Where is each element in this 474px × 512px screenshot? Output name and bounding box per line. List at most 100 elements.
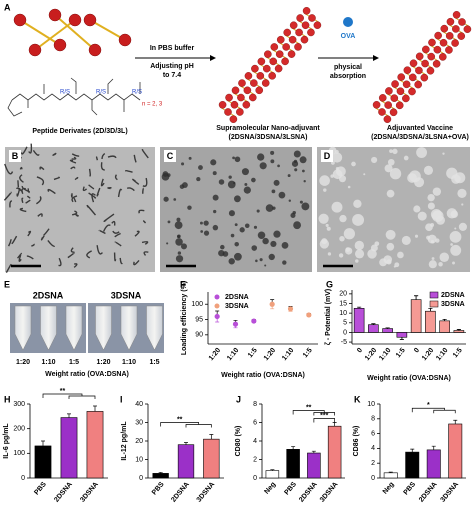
error-bar [270, 469, 275, 471]
tem-fiber [107, 187, 112, 190]
fiber-bead [432, 60, 441, 68]
y-tick-label: 10 [135, 456, 143, 463]
tem-fiber [74, 176, 79, 181]
tem-particle [389, 168, 402, 180]
x-tick-label: 1:5 [452, 347, 464, 359]
tem-fiber [32, 149, 40, 156]
x-tick-label: 0 [413, 347, 421, 355]
tem-fiber [138, 209, 145, 214]
tem-particle [271, 189, 276, 194]
tem-particle [416, 147, 428, 158]
bar [448, 423, 463, 479]
tem-particle [234, 156, 241, 163]
tem-particle [212, 194, 219, 201]
tem-particle [339, 235, 345, 242]
peptide-caption: Peptide Derivates (2D/3D/3L) [32, 128, 127, 135]
fiber-bead [251, 64, 259, 73]
x-tick-label: 1:5 [395, 347, 407, 359]
ratio-label: 1:5 [69, 359, 79, 366]
tem-fiber [19, 207, 27, 213]
tem-particle [253, 225, 258, 229]
bracket [42, 393, 83, 398]
y-tick-label: 4 [371, 445, 375, 452]
panel-label: E [4, 279, 10, 289]
tem-particle [325, 223, 329, 227]
tem-particle [270, 150, 275, 155]
bar [152, 473, 169, 479]
tem-fiber [114, 241, 122, 247]
error-bar [371, 323, 376, 325]
step-text: to 7.4 [163, 72, 181, 79]
tem-particle [387, 158, 395, 166]
tem-fiber [88, 184, 95, 190]
fiber-bead [264, 50, 272, 58]
tem-particle [227, 180, 236, 189]
tem-fiber [141, 241, 149, 245]
tem-particle [339, 214, 347, 223]
tem-particle [293, 221, 302, 230]
tem-particle [278, 191, 286, 199]
tem-fiber [27, 230, 32, 237]
tem-fiber [126, 187, 135, 192]
x-tick-label: 2DSNA [418, 481, 439, 504]
tem-particle [394, 262, 400, 268]
tem-particle [230, 233, 235, 238]
x-tick-label: 3DSNA [440, 481, 461, 504]
tem-particle [442, 152, 445, 155]
fiber-bead [248, 93, 257, 102]
tem-particle [257, 153, 265, 161]
x-tick-label: 1:20 [263, 347, 277, 362]
tem-particle [277, 164, 280, 168]
tem-particle [430, 208, 442, 220]
tem-particle [389, 149, 393, 153]
fiber-bead [415, 52, 424, 61]
tem-fiber [58, 257, 62, 267]
point [232, 321, 239, 327]
tem-particle [392, 148, 398, 155]
tem-particle [384, 164, 393, 173]
error-bar [399, 337, 404, 340]
tem-particle [256, 209, 260, 213]
x-tick-label: PBS [403, 481, 418, 497]
tem-particle [379, 258, 387, 267]
peptide-head [118, 33, 132, 47]
tem-particle [270, 240, 277, 248]
tem-particle [299, 200, 303, 204]
tem-particle [233, 195, 241, 203]
tem-fiber [142, 187, 145, 194]
chart: K 0 2 4 6 8 10 CD86 (%) Neg PBS 2DSNA 3DSNA * [353, 394, 466, 504]
fiber-bead [283, 28, 292, 37]
tem-particle [426, 235, 431, 240]
fiber-bead [414, 80, 422, 89]
tem-fiber [133, 154, 137, 163]
tem-fiber [96, 187, 101, 197]
tem-fiber [70, 247, 75, 253]
ova-text: OVA [341, 33, 356, 40]
tem-particle [299, 156, 307, 164]
tem-particle [177, 234, 181, 239]
tem-fiber [133, 260, 140, 266]
y-axis-label: IL-12 pg/mL [121, 421, 128, 461]
peptide-head [13, 13, 27, 27]
peptide-head [48, 8, 62, 22]
tem-fiber [31, 243, 35, 247]
y-tick-label: 5 [343, 320, 347, 327]
error-bar [428, 307, 433, 312]
tem-fiber [88, 168, 91, 177]
tem-particle [244, 223, 250, 229]
y-tick-label: 20 [135, 438, 143, 445]
tem-particle [386, 259, 392, 265]
x-tick-label: 0 [356, 347, 364, 355]
step-text: In PBS buffer [150, 45, 195, 52]
fiber-bead [282, 43, 290, 51]
y-tick-label: 4 [253, 438, 257, 445]
panel-label: K [354, 394, 361, 404]
fiber-bead [256, 72, 265, 80]
fiber-bead [288, 35, 297, 44]
y-axis-label: CD80 (%) [235, 426, 242, 457]
tem-particle [200, 221, 203, 225]
tem-fiber [25, 199, 31, 204]
tem-particle [343, 228, 356, 240]
